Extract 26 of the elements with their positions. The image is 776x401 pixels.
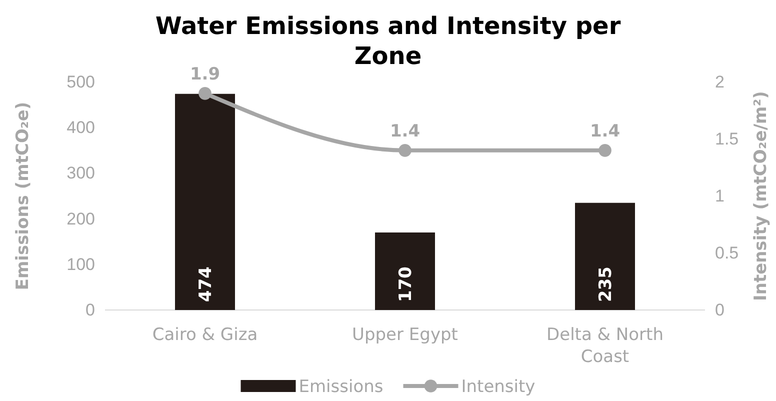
legend-label: Emissions	[298, 377, 384, 397]
data-label: 170	[396, 266, 416, 302]
y2-tick-label: 2	[715, 72, 724, 92]
bar	[375, 232, 435, 310]
data-label: 1.4	[390, 121, 420, 142]
y-tick-label: 300	[66, 164, 95, 183]
y-tick-label: 200	[66, 209, 95, 228]
y-tick-label: 100	[66, 254, 95, 274]
data-label: 1.4	[590, 121, 620, 142]
y2-tick-label: 1	[715, 186, 724, 206]
y-tick-label: 0	[86, 300, 95, 320]
data-label: 235	[596, 266, 616, 302]
x-tick-label: Cairo & Giza	[152, 325, 258, 345]
y2-tick-label: 0	[715, 300, 724, 320]
legend-label: Intensity	[461, 377, 536, 397]
x-tick-label: Upper Egypt	[352, 325, 458, 345]
bar	[175, 94, 235, 310]
bar	[575, 202, 635, 310]
y2-tick-label: 1.5	[715, 129, 739, 148]
y-axis-title: Emissions (mtCO₂e)	[13, 102, 33, 290]
data-label: 474	[196, 266, 216, 302]
y2-tick-label: 0.5	[715, 243, 739, 262]
y-tick-label: 500	[66, 72, 95, 92]
y-tick-label: 400	[66, 118, 95, 138]
y2-axis-title: Intensity (mtCO₂e/m²)	[751, 91, 771, 301]
x-tick-label: Delta & North Coast	[546, 325, 664, 367]
